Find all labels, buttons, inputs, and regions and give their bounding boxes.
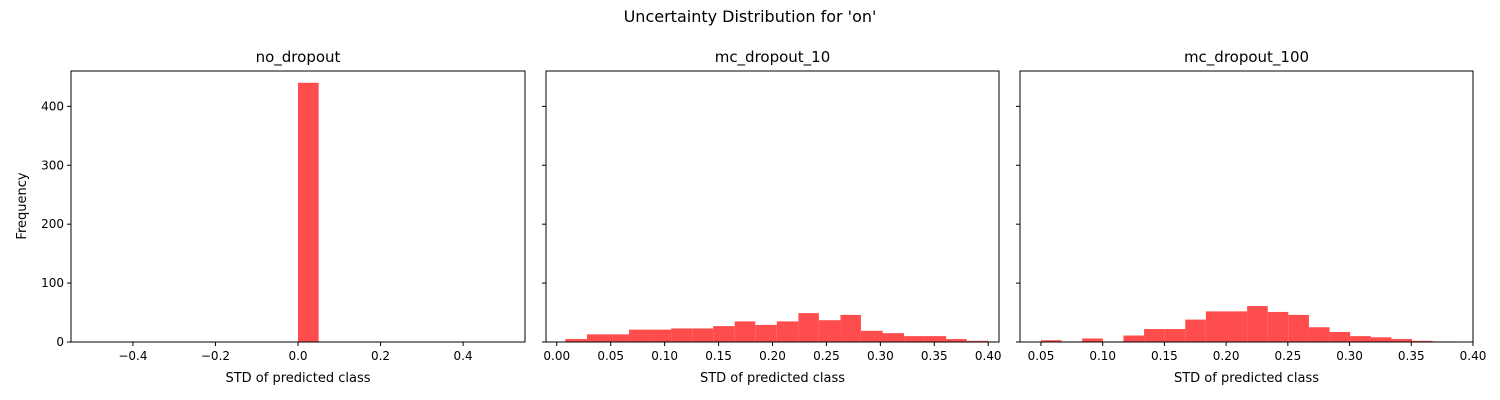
x-axis-label: STD of predicted class — [1174, 371, 1319, 386]
histogram-bar — [1370, 337, 1392, 342]
x-tick-label: 0.35 — [921, 349, 948, 363]
histogram-bar — [882, 333, 905, 342]
histogram-bar — [1267, 311, 1289, 342]
y-tick-label: 300 — [41, 158, 64, 172]
histogram-bar — [1329, 331, 1351, 342]
histogram-bar — [713, 326, 735, 342]
histogram-bar — [840, 314, 861, 342]
histogram-bar — [904, 336, 925, 342]
histogram-bar — [1391, 339, 1413, 342]
histogram-bar — [1123, 335, 1145, 342]
y-tick-label: 200 — [41, 217, 64, 231]
histogram-bar — [924, 336, 947, 342]
histogram-bar — [755, 324, 777, 342]
histogram-bar — [1412, 340, 1433, 342]
histogram-bar — [649, 329, 672, 342]
histogram-bar — [966, 340, 989, 342]
x-tick-label: 0.10 — [1089, 349, 1116, 363]
y-tick-label: 0 — [56, 335, 64, 349]
x-tick-label: −0.2 — [201, 349, 230, 363]
x-tick-label: 0.30 — [1336, 349, 1363, 363]
panel-title: mc_dropout_100 — [1184, 48, 1309, 67]
x-axis-label: STD of predicted class — [225, 371, 370, 386]
histogram-bar — [818, 320, 841, 342]
panel-3: 0.05 0.10 0.15 0.20 0.25 0.30 0.35 0.40 mc_dropo… — [1016, 48, 1486, 386]
histogram-bar — [1164, 329, 1186, 342]
histogram-bar — [565, 339, 587, 342]
histogram-bar — [607, 334, 630, 342]
histogram-bar — [1082, 338, 1103, 342]
axes-frame — [545, 70, 1000, 343]
panel-1: −0.4 −0.2 0.0 0.2 0.4 0 100 200 300 400 no_dropout… — [41, 48, 526, 386]
histogram-bar — [860, 330, 883, 342]
x-tick-label: 0.4 — [454, 349, 473, 363]
histogram-bar — [734, 321, 756, 342]
panel-title: mc_dropout_10 — [715, 48, 831, 67]
panel-2: 0.00 0.05 0.10 0.15 0.20 0.25 0.30 0.35 0.40 mc_d… — [542, 48, 1002, 386]
panels-group: −0.4 −0.2 0.0 0.2 0.40100200300400no_dropout… — [41, 48, 1486, 386]
histogram-bar — [1144, 329, 1165, 342]
x-tick-label: 0.05 — [1028, 349, 1055, 363]
histogram-bar — [798, 313, 819, 342]
histogram-bar — [1247, 306, 1268, 342]
panel-title: no_dropout — [256, 48, 341, 67]
histogram-bar — [776, 321, 799, 342]
x-tick-label: 0.25 — [813, 349, 840, 363]
histogram-bar — [1205, 311, 1227, 342]
histogram-bar — [1185, 319, 1206, 342]
histogram-bar — [1288, 314, 1309, 342]
histogram-bar — [298, 82, 319, 342]
x-tick-label: 0.2 — [371, 349, 390, 363]
x-tick-label: 0.00 — [543, 349, 570, 363]
axes-frame — [1019, 70, 1474, 343]
histogram-bar — [586, 334, 608, 342]
histogram-bar — [1226, 311, 1248, 342]
histogram-bar — [629, 329, 650, 342]
x-tick-label: 0.10 — [651, 349, 678, 363]
x-tick-label: 0.20 — [759, 349, 786, 363]
histogram-bar — [946, 339, 967, 342]
x-tick-label: 0.20 — [1213, 349, 1240, 363]
x-tick-label: 0.05 — [597, 349, 624, 363]
histogram-bar — [692, 328, 714, 342]
histogram-bar — [671, 328, 693, 342]
figure-title: Uncertainty Distribution for 'on' — [624, 7, 877, 26]
x-tick-label: 0.40 — [975, 349, 1002, 363]
y-tick-label: 400 — [41, 99, 64, 113]
shared-y-axis-label: Frequency — [15, 172, 30, 239]
x-tick-label: 0.35 — [1398, 349, 1425, 363]
x-tick-label: 0.0 — [288, 349, 307, 363]
x-tick-label: 0.40 — [1460, 349, 1487, 363]
x-tick-label: 0.30 — [867, 349, 894, 363]
x-tick-label: 0.15 — [1151, 349, 1178, 363]
x-tick-label: 0.25 — [1274, 349, 1301, 363]
x-tick-label: 0.15 — [705, 349, 732, 363]
histogram-bar — [1308, 327, 1330, 342]
x-axis-label: STD of predicted class — [700, 371, 845, 386]
histogram-bar — [1040, 340, 1062, 342]
histogram-bar — [1350, 336, 1371, 342]
x-tick-label: −0.4 — [118, 349, 147, 363]
y-tick-label: 100 — [41, 276, 64, 290]
